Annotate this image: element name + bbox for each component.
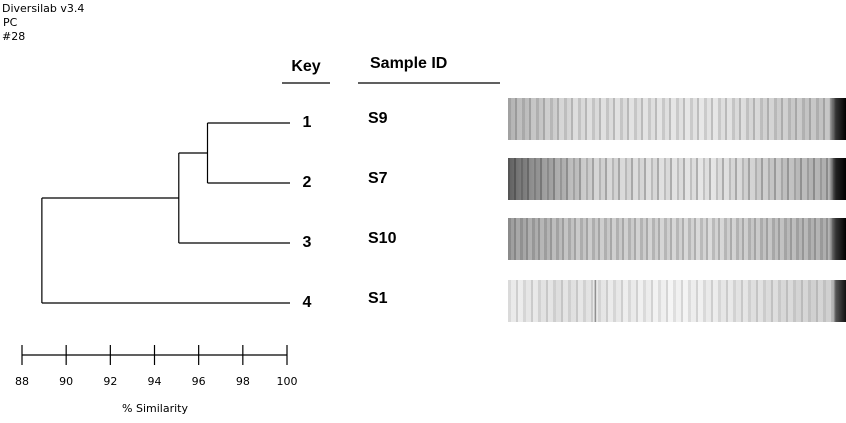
chart: Diversilab v3.4 PC #28 Key Sample ID % S… [0,0,846,423]
sample-id: S1 [368,290,388,307]
x-tick-label: 100 [277,375,298,388]
software-label: Diversilab v3.4 [2,2,84,15]
sample-id: S10 [368,230,397,247]
key-header: Key [291,58,320,75]
x-tick-label: 92 [103,375,117,388]
leaf-key: 2 [303,174,312,191]
leaf-key: 3 [303,234,312,251]
x-axis-label: % Similarity [122,402,188,415]
sample-header: Sample ID [370,55,447,72]
sample-id: S7 [368,170,388,187]
x-tick-label: 98 [236,375,250,388]
sample-id: S9 [368,110,388,127]
leaf-key: 4 [303,294,312,311]
x-tick-label: 94 [148,375,162,388]
header-line: #28 [2,30,25,43]
x-tick-label: 96 [192,375,206,388]
x-tick-label: 90 [59,375,73,388]
header-line: PC [3,16,18,29]
x-tick-label: 88 [15,375,29,388]
page: Diversilab v3.4 PC #28 Key Sample ID % S… [0,0,846,423]
leaf-key: 1 [303,114,312,131]
